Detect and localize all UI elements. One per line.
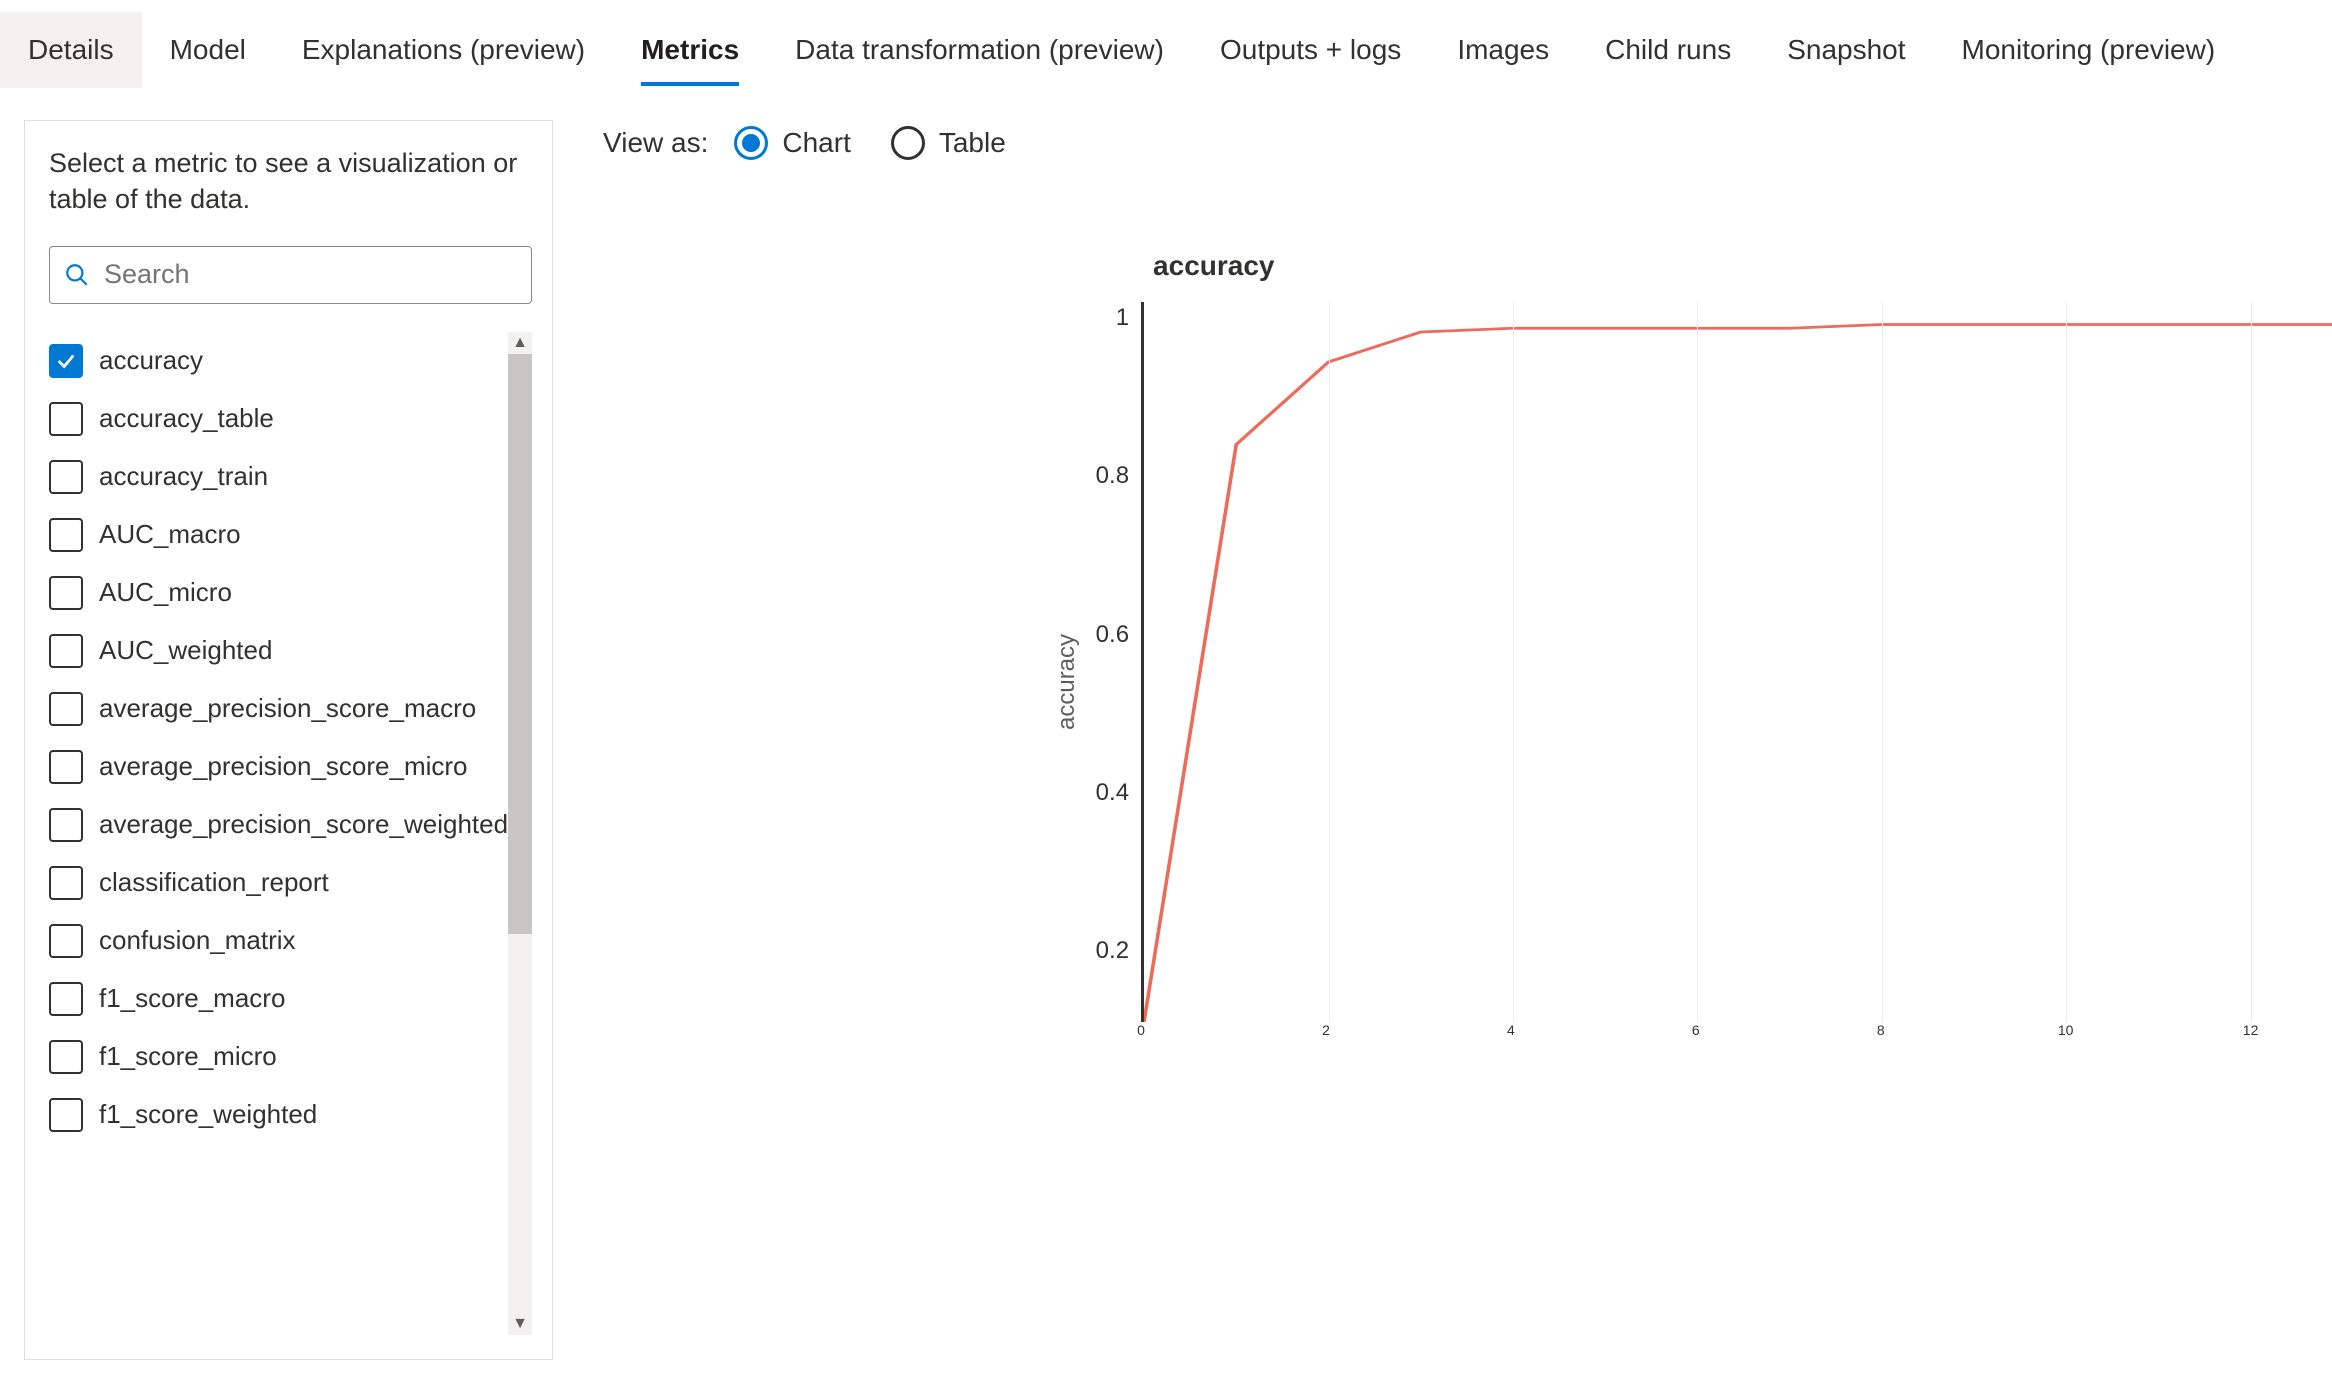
scrollbar-thumb[interactable]: [508, 354, 532, 934]
checkbox-classification_report[interactable]: [49, 866, 83, 900]
scrollbar[interactable]: ▲ ▼: [508, 332, 532, 1335]
metric-label: accuracy_table: [99, 403, 274, 434]
gridline: [1882, 302, 1883, 1022]
radio-label: Chart: [782, 127, 850, 159]
tab-bar: DetailsModelExplanations (preview)Metric…: [0, 0, 2332, 100]
metric-item-accuracy[interactable]: accuracy: [49, 332, 508, 390]
checkbox-confusion_matrix[interactable]: [49, 924, 83, 958]
x-tick: 2: [1322, 1022, 1330, 1038]
search-icon: [64, 262, 90, 288]
y-axis-ticks: 1 0.8 0.6 0.4 0.2: [1081, 302, 1141, 1062]
checkbox-average_precision_score_macro[interactable]: [49, 692, 83, 726]
radio-button-chart[interactable]: [734, 126, 768, 160]
metric-item-accuracy_table[interactable]: accuracy_table: [49, 390, 508, 448]
tab-images[interactable]: Images: [1429, 12, 1577, 88]
metric-item-AUC_macro[interactable]: AUC_macro: [49, 506, 508, 564]
tab-snapshot[interactable]: Snapshot: [1759, 12, 1933, 88]
gridline: [1513, 302, 1514, 1022]
metric-item-average_precision_score_micro[interactable]: average_precision_score_micro: [49, 738, 508, 796]
metric-item-AUC_weighted[interactable]: AUC_weighted: [49, 622, 508, 680]
y-tick: 0.6: [1096, 621, 1129, 649]
tab-metrics[interactable]: Metrics: [613, 12, 767, 88]
metric-item-f1_score_weighted[interactable]: f1_score_weighted: [49, 1086, 508, 1144]
search-input[interactable]: [104, 259, 517, 290]
x-tick: 10: [2058, 1022, 2074, 1038]
metric-item-AUC_micro[interactable]: AUC_micro: [49, 564, 508, 622]
view-as-label: View as:: [603, 127, 708, 159]
y-axis-label: accuracy: [1043, 302, 1081, 1062]
metric-label: AUC_weighted: [99, 635, 272, 666]
metric-label: accuracy: [99, 345, 203, 376]
metric-item-classification_report[interactable]: classification_report: [49, 854, 508, 912]
metric-label: accuracy_train: [99, 461, 268, 492]
metric-label: average_precision_score_weighted: [99, 809, 508, 840]
metric-label: classification_report: [99, 867, 329, 898]
y-tick: 1: [1116, 304, 1129, 332]
chart-plot-area: [1141, 302, 2332, 1022]
chart-block: accuracy accuracy 1 0.8 0.6 0.4 0.2 0 2 4 6 8 10 1…: [1043, 250, 2332, 1062]
view-as-radio-group: Chart Table: [734, 126, 1005, 160]
checkbox-average_precision_score_weighted[interactable]: [49, 808, 83, 842]
checkbox-AUC_micro[interactable]: [49, 576, 83, 610]
checkbox-AUC_weighted[interactable]: [49, 634, 83, 668]
gridline: [2251, 302, 2252, 1022]
chart-title: accuracy: [1153, 250, 2332, 282]
metric-item-f1_score_macro[interactable]: f1_score_macro: [49, 970, 508, 1028]
y-tick: 0.2: [1096, 937, 1129, 965]
x-tick: 4: [1507, 1022, 1515, 1038]
checkbox-AUC_macro[interactable]: [49, 518, 83, 552]
tab-outputs-logs[interactable]: Outputs + logs: [1192, 12, 1429, 88]
checkbox-average_precision_score_micro[interactable]: [49, 750, 83, 784]
x-tick: 12: [2243, 1022, 2259, 1038]
metric-label: average_precision_score_macro: [99, 693, 476, 724]
radio-button-table[interactable]: [891, 126, 925, 160]
gridline: [2066, 302, 2067, 1022]
radio-table[interactable]: Table: [891, 126, 1006, 160]
checkbox-accuracy[interactable]: [49, 344, 83, 378]
metric-label: average_precision_score_micro: [99, 751, 468, 782]
tab-data-transformation-preview-[interactable]: Data transformation (preview): [767, 12, 1192, 88]
search-input-wrapper[interactable]: [49, 246, 532, 304]
checkbox-accuracy_table[interactable]: [49, 402, 83, 436]
metric-label: f1_score_macro: [99, 983, 285, 1014]
tab-details[interactable]: Details: [0, 12, 142, 88]
metric-item-accuracy_train[interactable]: accuracy_train: [49, 448, 508, 506]
x-tick: 8: [1877, 1022, 1885, 1038]
metric-label: AUC_macro: [99, 519, 241, 550]
tab-monitoring-preview-[interactable]: Monitoring (preview): [1934, 12, 2244, 88]
metric-label: AUC_micro: [99, 577, 232, 608]
chart-line: [1144, 325, 2332, 1023]
tab-child-runs[interactable]: Child runs: [1577, 12, 1759, 88]
metric-label: confusion_matrix: [99, 925, 296, 956]
gridline: [1697, 302, 1698, 1022]
metric-label: f1_score_weighted: [99, 1099, 317, 1130]
metric-item-confusion_matrix[interactable]: confusion_matrix: [49, 912, 508, 970]
metric-item-f1_score_micro[interactable]: f1_score_micro: [49, 1028, 508, 1086]
x-axis-ticks: 024681012: [1141, 1022, 2332, 1062]
y-tick: 0.4: [1096, 779, 1129, 807]
scrollbar-up-arrow[interactable]: ▲: [512, 332, 528, 354]
tab-explanations-preview-[interactable]: Explanations (preview): [274, 12, 613, 88]
metrics-sidebar: Select a metric to see a visualization o…: [24, 120, 553, 1360]
checkbox-f1_score_micro[interactable]: [49, 1040, 83, 1074]
checkbox-accuracy_train[interactable]: [49, 460, 83, 494]
sidebar-help-text: Select a metric to see a visualization o…: [49, 145, 532, 218]
gridline: [1329, 302, 1330, 1022]
x-tick: 0: [1137, 1022, 1145, 1038]
metric-item-average_precision_score_weighted[interactable]: average_precision_score_weighted: [49, 796, 508, 854]
x-tick: 6: [1692, 1022, 1700, 1038]
metric-list: accuracy accuracy_table accuracy_train AUC_…: [49, 332, 508, 1335]
tab-model[interactable]: Model: [142, 12, 274, 88]
y-tick: 0.8: [1096, 462, 1129, 490]
view-as-control: View as: Chart Table: [603, 126, 2332, 160]
scrollbar-down-arrow[interactable]: ▼: [512, 1313, 528, 1335]
checkbox-f1_score_weighted[interactable]: [49, 1098, 83, 1132]
radio-label: Table: [939, 127, 1006, 159]
metric-label: f1_score_micro: [99, 1041, 277, 1072]
radio-chart[interactable]: Chart: [734, 126, 850, 160]
checkbox-f1_score_macro[interactable]: [49, 982, 83, 1016]
metric-item-average_precision_score_macro[interactable]: average_precision_score_macro: [49, 680, 508, 738]
